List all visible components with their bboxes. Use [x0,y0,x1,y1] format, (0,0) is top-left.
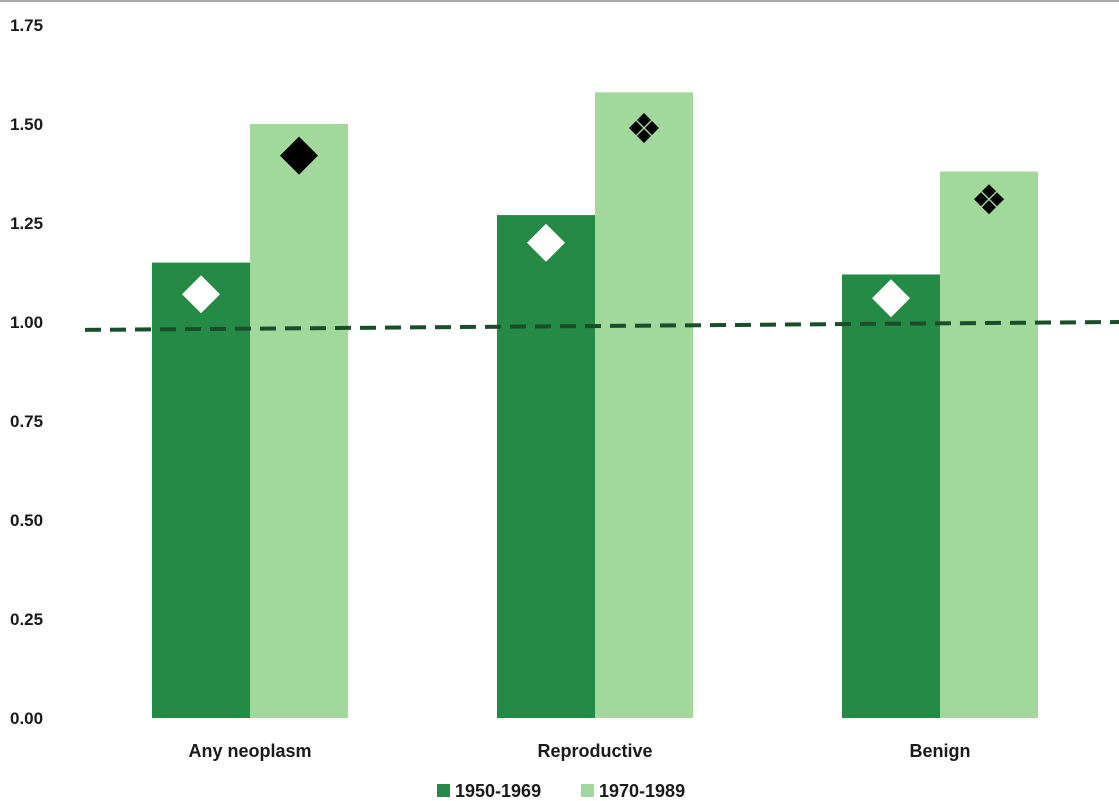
quad-diamond-piece [645,120,659,135]
quad-diamond-piece [629,120,643,135]
point-markers [182,112,1004,318]
bar-series2 [940,171,1038,718]
reference-dashed-line [84,320,1119,332]
diamond-marker-white [872,279,910,318]
quad-diamond-piece [982,200,996,215]
y-tick-label: 1.75 [10,16,43,35]
y-tick-label: 0.25 [10,610,43,629]
quad-diamond-piece [637,112,651,127]
quad-diamond-piece [982,184,996,199]
y-tick-label: 1.00 [10,313,43,332]
y-tick-label: 1.25 [10,214,43,233]
reference-line [84,320,1119,332]
bar-series1 [497,215,595,718]
diamond-marker-black [280,136,318,175]
bar-series1 [842,274,940,718]
x-category-label: Benign [910,741,971,761]
x-category-label: Any neoplasm [188,741,311,761]
bar-series1 [152,262,250,718]
y-axis: 0.00 0.25 0.50 0.75 1.00 1.25 1.50 1.75 [10,16,43,728]
x-axis: Any neoplasm Reproductive Benign [188,741,970,761]
quad-diamond-marker [974,184,1004,215]
y-tick-label: 0.50 [10,511,43,530]
diamond-marker-white [182,275,220,314]
quad-diamond-piece [974,192,988,207]
y-tick-label: 0.00 [10,709,43,728]
legend-swatch [581,784,594,797]
bar-series2 [595,92,693,718]
legend-label: 1970-1989 [599,781,685,801]
quad-diamond-piece [990,192,1004,207]
x-category-label: Reproductive [537,741,652,761]
y-tick-label: 1.50 [10,115,43,134]
y-tick-label: 0.75 [10,412,43,431]
quad-diamond-marker [629,112,659,143]
legend-label: 1950-1969 [455,781,541,801]
bar-series2 [250,124,348,718]
diamond-marker-white [527,223,565,262]
legend: 1950-1969 1970-1989 [437,781,685,801]
bars [152,92,1038,718]
quad-diamond-piece [637,128,651,143]
legend-swatch [437,784,450,797]
